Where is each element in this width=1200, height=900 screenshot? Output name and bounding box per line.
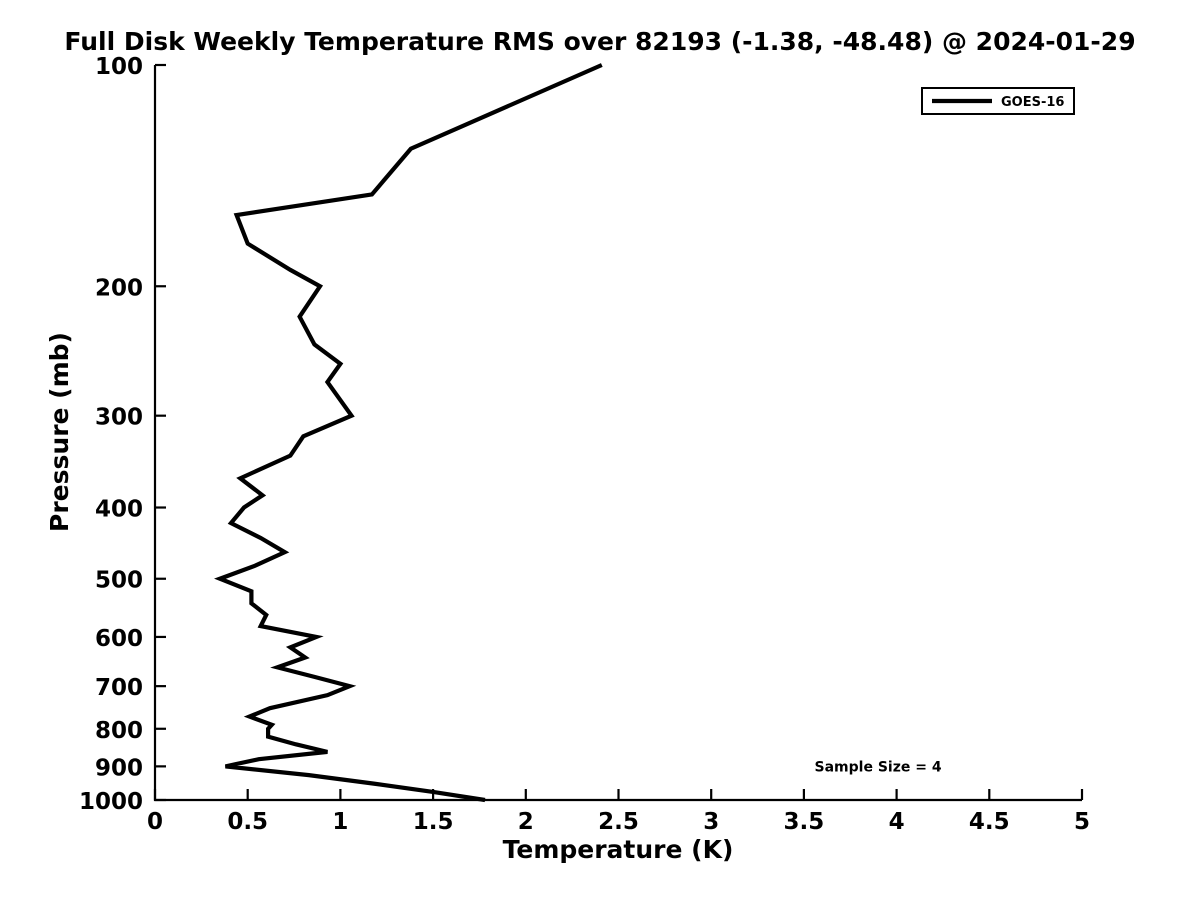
x-tick-label: 4.5	[969, 809, 1010, 835]
y-axis-ticks: 100 200 300 400 500 600 700 800 900 1000	[79, 54, 166, 815]
x-tick-label: 3.5	[784, 809, 825, 835]
data-series-group	[214, 63, 603, 803]
x-tick-label: 2	[518, 809, 534, 835]
x-tick-label: 3	[703, 809, 719, 835]
x-tick-label: 5	[1074, 809, 1090, 835]
y-tick-label: 400	[95, 497, 143, 523]
x-axis-label: Temperature (K)	[503, 835, 734, 864]
y-tick-label: 700	[95, 675, 143, 701]
chart-annotations: Sample Size = 4	[815, 759, 942, 775]
data-line-goes-16	[214, 63, 603, 803]
y-tick-label: 500	[95, 568, 143, 594]
x-tick-label: 0	[147, 809, 163, 835]
y-tick-label: 200	[95, 275, 143, 301]
x-tick-label: 0.5	[227, 809, 268, 835]
y-tick-label: 600	[95, 626, 143, 652]
y-tick-label: 800	[95, 718, 143, 744]
x-tick-label: 1	[332, 809, 348, 835]
y-axis-label: Pressure (mb)	[45, 332, 74, 532]
x-axis-ticks: 0 0.5 1 1.5 2 2.5 3 3.5 4 4.5 5	[147, 789, 1090, 835]
legend-label-goes16: GOES-16	[1001, 95, 1064, 110]
sample-size-annotation: Sample Size = 4	[815, 759, 942, 775]
x-tick-label: 1.5	[413, 809, 454, 835]
y-tick-label: 100	[95, 54, 143, 80]
y-tick-label: 1000	[79, 789, 143, 815]
y-tick-label: 300	[95, 405, 143, 431]
x-tick-label: 2.5	[598, 809, 639, 835]
chart-title: Full Disk Weekly Temperature RMS over 82…	[64, 27, 1135, 56]
y-tick-label: 900	[95, 755, 143, 781]
chart-legend[interactable]: GOES-16	[921, 87, 1075, 115]
x-tick-label: 4	[889, 809, 905, 835]
